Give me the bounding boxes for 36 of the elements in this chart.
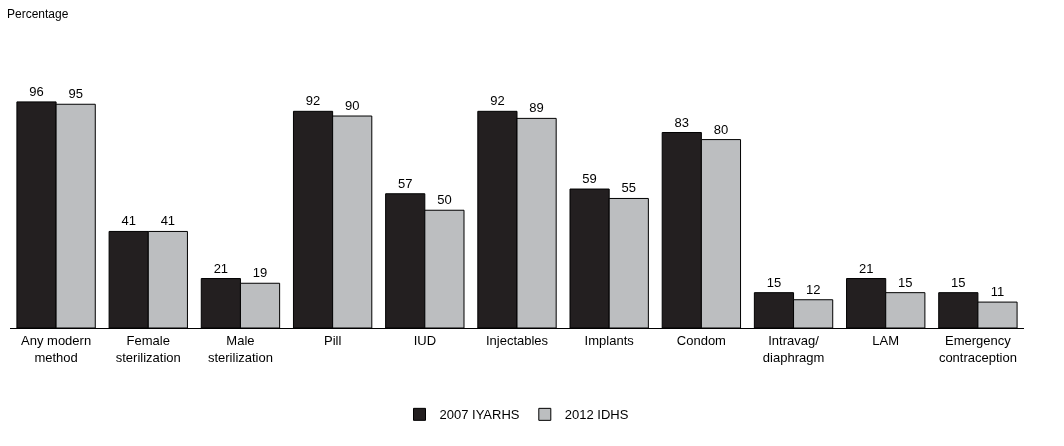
data-label: 89 bbox=[529, 100, 544, 116]
data-label: 15 bbox=[766, 274, 782, 290]
data-label: 11 bbox=[990, 284, 1005, 300]
data-label: 41 bbox=[121, 213, 136, 229]
x-tick-label: Female sterilization bbox=[115, 332, 181, 365]
data-label: 92 bbox=[490, 93, 505, 109]
x-tick-label: IUD bbox=[413, 332, 437, 348]
x-tick-label: Pill bbox=[323, 332, 342, 348]
data-label: 80 bbox=[713, 121, 729, 137]
data-label: 95 bbox=[68, 86, 83, 102]
data-label: 21 bbox=[858, 260, 874, 276]
x-tick-label: Condom bbox=[676, 332, 726, 348]
data-label: 57 bbox=[398, 175, 413, 191]
data-label: 92 bbox=[305, 93, 321, 109]
data-label: 90 bbox=[344, 98, 360, 114]
legend-label: 2007 IYARHS bbox=[439, 407, 520, 423]
data-label: 12 bbox=[805, 281, 821, 297]
x-tick-label: LAM bbox=[872, 332, 900, 348]
x-tick-label: Intravag/ diaphragm bbox=[762, 332, 825, 365]
data-label: 41 bbox=[160, 213, 176, 229]
data-label: 50 bbox=[437, 192, 452, 208]
data-label: 19 bbox=[252, 265, 268, 281]
data-label: 21 bbox=[213, 260, 229, 276]
text: Percentage bbox=[7, 7, 69, 21]
x-tick-label: Any modern method bbox=[21, 332, 92, 365]
x-tick-label: Emergency contraception bbox=[938, 332, 1017, 365]
x-tick-label: Implants bbox=[584, 332, 635, 348]
data-label: 96 bbox=[29, 83, 44, 99]
data-label: 83 bbox=[674, 114, 690, 130]
legend-label: 2012 IDHS bbox=[564, 407, 629, 423]
data-label: 15 bbox=[898, 274, 913, 290]
data-label: 59 bbox=[582, 171, 597, 187]
data-label: 15 bbox=[951, 274, 966, 290]
x-tick-label: Male sterilization bbox=[207, 332, 273, 365]
data-label: 55 bbox=[621, 180, 636, 196]
x-tick-label: Injectables bbox=[485, 332, 549, 348]
